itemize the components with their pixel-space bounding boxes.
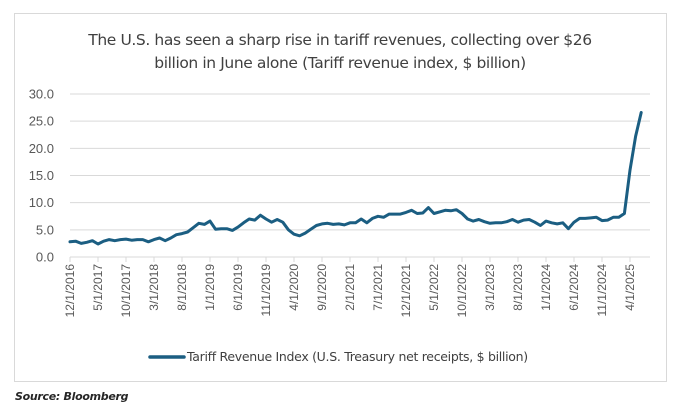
x-tick-label: 4/1/2025 <box>623 264 637 311</box>
chart-title-line-2: billion in June alone (Tariff revenue in… <box>154 54 526 72</box>
x-tick-label: 3/1/2018 <box>147 264 161 311</box>
x-tick-label: 8/1/2018 <box>175 264 189 311</box>
chart-title-line-1: The U.S. has seen a sharp rise in tariff… <box>88 31 592 49</box>
x-tick-label: 10/1/2017 <box>119 264 133 318</box>
legend: Tariff Revenue Index (U.S. Treasury net … <box>148 349 528 364</box>
legend-label: Tariff Revenue Index (U.S. Treasury net … <box>186 349 528 364</box>
y-tick-label: 5.0 <box>36 222 54 237</box>
x-axis-ticks: 12/1/2016 5/1/2017 10/1/2017 3/1/2018 8/1/20… <box>63 257 637 317</box>
x-tick-label: 5/1/2017 <box>91 264 105 311</box>
x-tick-label: 4/1/2020 <box>287 264 301 311</box>
gridlines <box>70 93 650 231</box>
x-tick-label: 9/1/2020 <box>315 264 329 311</box>
y-tick-label: 20.0 <box>29 141 54 156</box>
x-tick-label: 8/1/2023 <box>511 264 525 311</box>
x-tick-label: 6/1/2024 <box>567 264 581 311</box>
y-tick-label: 0.0 <box>36 250 54 265</box>
x-tick-label: 10/1/2022 <box>455 264 469 318</box>
y-tick-label: 30.0 <box>29 87 54 102</box>
x-tick-label: 11/1/2019 <box>259 264 273 317</box>
y-tick-label: 15.0 <box>29 168 54 183</box>
x-tick-label: 2/1/2021 <box>343 264 357 311</box>
x-tick-label: 12/1/2016 <box>63 264 77 318</box>
source-note: Source: Bloomberg <box>15 390 129 403</box>
x-tick-label: 6/1/2019 <box>231 264 245 311</box>
x-tick-label: 1/1/2024 <box>539 264 553 311</box>
series-group <box>68 111 643 246</box>
y-tick-label: 25.0 <box>29 114 54 129</box>
y-tick-label: 10.0 <box>29 195 54 210</box>
x-tick-label: 7/1/2021 <box>371 264 385 311</box>
x-tick-label: 12/1/2021 <box>399 264 413 318</box>
chart-title: The U.S. has seen a sharp rise in tariff… <box>0 29 680 75</box>
y-axis-ticks: 0.0 5.0 10.0 15.0 20.0 25.0 30.0 <box>29 87 54 265</box>
x-tick-label: 1/1/2019 <box>203 264 217 311</box>
chart-frame <box>14 13 667 382</box>
x-tick-label: 5/1/2022 <box>427 264 441 311</box>
series-line-tariff-revenue <box>68 111 643 246</box>
x-tick-label: 3/1/2023 <box>483 264 497 311</box>
x-tick-label: 11/1/2024 <box>595 264 609 317</box>
